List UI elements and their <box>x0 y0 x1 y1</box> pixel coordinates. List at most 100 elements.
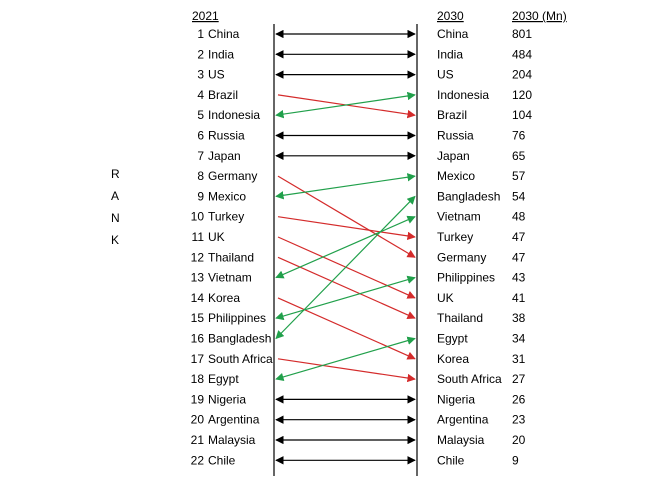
rank-up-arrow <box>275 173 416 200</box>
country-2030-label: South Africa <box>437 372 502 386</box>
rank-side-letter: N <box>111 211 120 225</box>
country-2030-label: Russia <box>437 129 474 143</box>
country-2030-label: Germany <box>437 250 486 264</box>
header-2030-mn: 2030 (Mn) <box>512 9 567 23</box>
value-2030-label: 47 <box>512 250 526 264</box>
value-2030-label: 120 <box>512 88 532 102</box>
rank-down-arrow <box>277 297 416 360</box>
country-2021-label: Egypt <box>208 372 239 386</box>
rank-side-letter: A <box>111 189 119 203</box>
country-2021-label: Malaysia <box>208 433 256 447</box>
country-2021-label: Japan <box>208 149 241 163</box>
value-2030-label: 47 <box>512 230 526 244</box>
country-2030-label: Thailand <box>437 311 483 325</box>
country-2030-label: Chile <box>437 453 465 467</box>
value-2030-label: 57 <box>512 169 526 183</box>
rank-number: 11 <box>192 230 205 244</box>
value-2030-label: 23 <box>512 413 526 427</box>
country-2030-label: Bangladesh <box>437 189 500 203</box>
country-2030-label: China <box>437 27 469 41</box>
value-2030-label: 48 <box>512 210 526 224</box>
rank-number: 1 <box>197 27 204 41</box>
country-2021-label: Philippines <box>208 311 266 325</box>
value-2030-label: 41 <box>512 291 526 305</box>
rank-down-arrow <box>277 358 416 383</box>
value-2030-label: 9 <box>512 453 519 467</box>
rank-down-arrow <box>277 216 416 241</box>
rank-arrows <box>275 29 416 465</box>
rank-number: 21 <box>191 433 205 447</box>
country-2021-label: Argentina <box>208 413 260 427</box>
rank-up-arrow <box>275 336 416 382</box>
rank-number: 2 <box>197 47 204 61</box>
rank-up-arrow <box>275 91 416 119</box>
country-2030-label: India <box>437 47 463 61</box>
country-2030-label: UK <box>437 291 454 305</box>
country-2030-label: Korea <box>437 352 469 366</box>
rank-number: 9 <box>197 189 204 203</box>
rank-number: 3 <box>197 68 204 82</box>
country-2021-label: Bangladesh <box>208 332 271 346</box>
country-2030-label: Turkey <box>437 230 473 244</box>
country-2021-label: India <box>208 47 234 61</box>
country-2021-label: Thailand <box>208 250 254 264</box>
country-2030-label: Malaysia <box>437 433 485 447</box>
country-2021-label: Turkey <box>208 210 244 224</box>
country-2021-label: Indonesia <box>208 108 260 122</box>
rank-side-letter: K <box>111 233 119 247</box>
rank-up-arrow <box>275 275 416 321</box>
rank-number: 12 <box>191 250 205 264</box>
rank-number: 17 <box>191 352 205 366</box>
country-2021-label: Korea <box>208 291 240 305</box>
value-2030-label: 34 <box>512 332 526 346</box>
rank-side-letter: R <box>111 167 120 181</box>
country-2030-label: Japan <box>437 149 470 163</box>
country-2030-label: Egypt <box>437 332 468 346</box>
value-2030-label: 31 <box>512 352 526 366</box>
country-2021-label: China <box>208 27 240 41</box>
rank-number: 8 <box>197 169 204 183</box>
value-2030-label: 38 <box>512 311 526 325</box>
rank-number: 19 <box>191 392 205 406</box>
rank-number: 10 <box>191 210 205 224</box>
value-2030-label: 76 <box>512 129 526 143</box>
rank-number: 13 <box>191 271 205 285</box>
country-2030-label: Vietnam <box>437 210 481 224</box>
country-2021-label: Vietnam <box>208 271 252 285</box>
rank-up-arrow <box>275 215 416 279</box>
rank-number: 7 <box>197 149 204 163</box>
rank-number: 5 <box>197 108 204 122</box>
country-2030-label: Indonesia <box>437 88 489 102</box>
country-2030-label: US <box>437 68 454 82</box>
value-2030-label: 801 <box>512 27 532 41</box>
rank-number: 20 <box>191 413 205 427</box>
header-2030: 2030 <box>437 9 464 23</box>
country-2030-label: Argentina <box>437 413 489 427</box>
country-2021-label: Russia <box>208 129 245 143</box>
country-2030-label: Mexico <box>437 169 475 183</box>
country-2030-label: Philippines <box>437 271 495 285</box>
country-2021-label: Nigeria <box>208 392 246 406</box>
value-2030-label: 204 <box>512 68 532 82</box>
value-2030-label: 104 <box>512 108 532 122</box>
country-2030-label: Brazil <box>437 108 467 122</box>
value-2030-label: 54 <box>512 189 526 203</box>
value-2030-label: 484 <box>512 47 532 61</box>
country-2030-label: Nigeria <box>437 392 475 406</box>
rank-number: 22 <box>191 453 205 467</box>
country-2021-label: Chile <box>208 453 236 467</box>
rank-number: 14 <box>191 291 205 305</box>
rank-number: 15 <box>191 311 205 325</box>
rank-number: 6 <box>197 129 204 143</box>
value-2030-label: 20 <box>512 433 526 447</box>
value-2030-label: 65 <box>512 149 526 163</box>
header-2021: 2021 <box>192 9 219 23</box>
country-2021-label: US <box>208 68 225 82</box>
value-2030-label: 43 <box>512 271 526 285</box>
value-2030-label: 27 <box>512 372 526 386</box>
rank-up-arrow <box>275 195 416 340</box>
country-2021-label: Germany <box>208 169 257 183</box>
country-2021-label: Brazil <box>208 88 238 102</box>
